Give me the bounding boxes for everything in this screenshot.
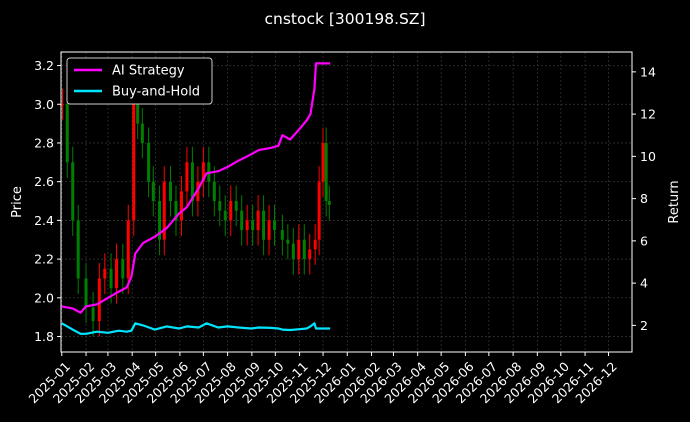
price-candle: [147, 142, 151, 182]
y2-tick-label: 8: [640, 191, 648, 206]
y-tick-label: 2.8: [34, 135, 54, 150]
legend: AI Strategy Buy-and-Hold: [66, 57, 213, 105]
buy-and-hold-line: [61, 322, 331, 335]
y-tick-label: 3.2: [34, 58, 54, 73]
price-candle: [212, 181, 216, 202]
price-candle: [262, 210, 266, 240]
price-candle: [185, 162, 189, 192]
price-candle: [140, 123, 144, 143]
price-candle: [84, 278, 88, 308]
price-candle: [280, 230, 284, 240]
y2-tick-label: 10: [640, 149, 656, 164]
y2-tick-label: 12: [640, 107, 656, 122]
price-candle: [71, 162, 75, 221]
y-tick-label: 2.2: [34, 252, 54, 267]
price-candle: [302, 239, 306, 260]
price-candle: [297, 239, 301, 260]
plot-frame: [60, 51, 633, 353]
price-candle: [136, 104, 140, 124]
price-candle: [169, 181, 173, 202]
price-candle: [151, 181, 155, 202]
ai-strategy-line: [61, 62, 331, 314]
price-candle: [126, 220, 130, 279]
price-candle: [103, 268, 107, 279]
legend-label-buy-and-hold: Buy-and-Hold: [112, 85, 200, 100]
price-candle: [97, 278, 101, 322]
price-candle: [267, 220, 271, 240]
price-candle: [308, 249, 312, 260]
y2-tick-label: 6: [640, 233, 648, 248]
price-candle: [324, 142, 328, 202]
y-axis-label: Price: [10, 186, 25, 218]
price-candle: [162, 181, 166, 240]
price-candle: [256, 210, 260, 231]
price-candle: [115, 259, 119, 289]
price-candles: [61, 88, 331, 337]
price-candle: [321, 142, 325, 182]
price-candle: [223, 210, 227, 221]
return-lines: [61, 62, 331, 335]
price-candle: [179, 191, 183, 221]
price-candle: [273, 220, 277, 231]
y2-tick-label: 2: [640, 318, 648, 333]
y2-tick-label: 14: [640, 64, 656, 79]
price-candle: [174, 201, 178, 221]
price-candle: [286, 239, 290, 244]
y-tick-label: 2.6: [34, 174, 54, 189]
price-candle: [190, 162, 194, 202]
legend-label-ai-strategy: AI Strategy: [112, 64, 185, 79]
price-candle: [234, 201, 238, 211]
price-candle: [317, 181, 321, 240]
price-candle: [76, 220, 80, 279]
chart-title: cnstock [300198.SZ]: [264, 10, 425, 28]
price-candle: [65, 104, 69, 163]
price-candle: [313, 239, 317, 250]
price-candle: [291, 243, 295, 260]
y-tick-label: 2.4: [34, 213, 54, 228]
y-tick-label: 1.8: [34, 329, 54, 344]
price-candle: [61, 104, 65, 106]
y-tick-label: 3.0: [34, 97, 54, 112]
y2-tick-label: 4: [640, 276, 648, 291]
price-candle: [327, 201, 331, 205]
price-candle: [132, 104, 136, 221]
price-candle: [218, 201, 222, 211]
price-candle: [109, 268, 113, 289]
price-candle: [91, 307, 95, 322]
price-candle: [229, 201, 233, 221]
y2-axis-label: Return: [667, 180, 682, 223]
price-candle: [121, 259, 125, 279]
price-candle: [240, 210, 244, 231]
price-candle: [158, 201, 162, 240]
price-candle: [201, 162, 205, 182]
price-candle: [245, 220, 249, 231]
legend-box: [66, 57, 213, 105]
price-candle: [251, 220, 255, 231]
y-tick-label: 2.0: [34, 290, 54, 305]
